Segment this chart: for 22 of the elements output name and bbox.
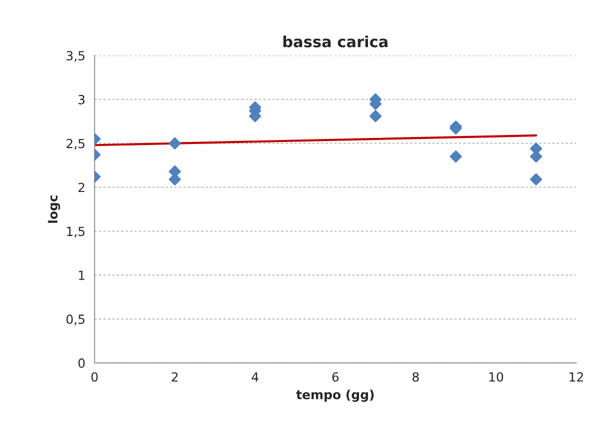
y-tick-label: 1 [78,270,84,280]
x-tick-label: 6 [332,372,339,382]
y-tick-label: 2 [78,182,84,192]
x-tick-label: 2 [172,372,178,382]
point [369,110,382,122]
chart-title: bassa carica [283,36,388,48]
y-tick-label: 0,5 [66,314,84,326]
y-tick-label: 1,5 [67,226,84,238]
x-tick-label: 4 [252,372,258,382]
y-tick-label: 0 [78,358,85,368]
x-tick-label: 0 [91,372,98,382]
y-axis-title: logc [48,195,60,223]
y-tick-label: 3,5 [66,50,84,62]
x-axis-title: tempo (gg) [296,390,374,402]
x-tick-label: 12 [570,372,583,382]
x-tick-label: 10 [489,372,504,382]
point [168,137,181,150]
point [530,173,542,186]
y-tick-label: 2,5 [66,138,84,150]
point [450,150,462,163]
x-tick-label: 8 [412,372,419,382]
y-tick-label: 3 [78,94,85,104]
